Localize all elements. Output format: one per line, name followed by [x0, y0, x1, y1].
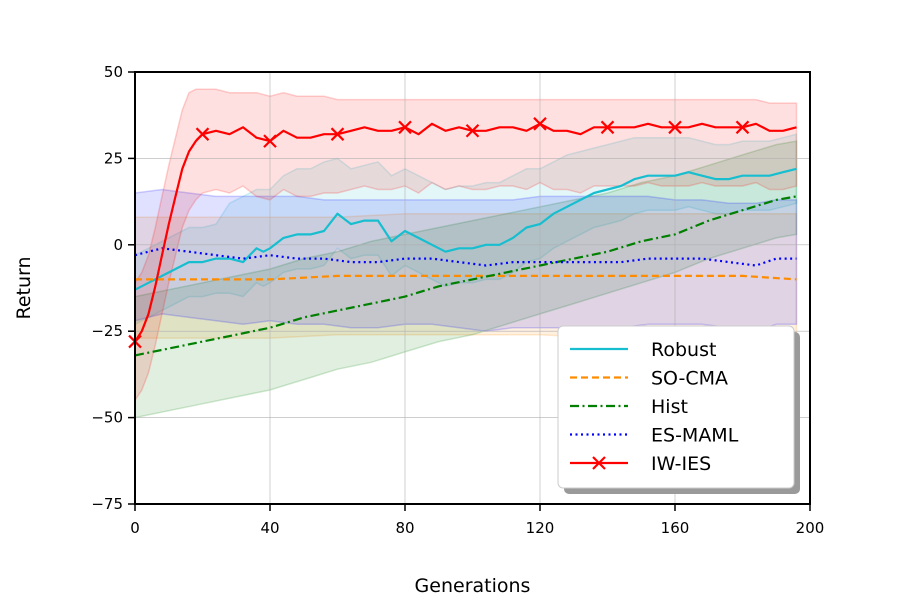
legend-box [557, 325, 795, 489]
legend-label-iw-ies: IW-IES [651, 453, 711, 475]
y-axis-label: Return [13, 256, 35, 319]
series-line-so-cma [135, 274, 797, 281]
marker-iw-ies [533, 117, 547, 131]
axis-ticks: 0 40 80 120 160 200 −75 −50 −25 0 25 50 [91, 63, 824, 537]
x-tick-label: 40 [260, 519, 279, 537]
legend-marker-iw-ies [592, 456, 606, 470]
y-tick-label: 50 [104, 63, 123, 81]
x-tick-label: 120 [526, 519, 555, 537]
x-tick-label: 200 [796, 519, 825, 537]
marker-iw-ies [735, 120, 750, 135]
marker-iw-ies [330, 127, 345, 141]
plot-frame [134, 71, 811, 505]
series-lines [128, 117, 797, 357]
band-hist [134, 140, 798, 419]
marker-iw-ies [465, 123, 480, 138]
y-tick-label: −25 [91, 322, 123, 340]
marker-iw-ies [398, 120, 412, 135]
legend-label-es-maml: ES-MAML [651, 425, 739, 447]
legend-label-hist: Hist [651, 396, 688, 418]
y-tick-label: 25 [104, 149, 123, 167]
band-iw-ies [134, 88, 798, 403]
band-es-maml [134, 188, 798, 332]
marker-iw-ies [600, 120, 615, 135]
x-tick-label: 0 [130, 519, 140, 537]
marker-iw-ies [668, 120, 682, 135]
y-tick-label: 0 [113, 236, 123, 254]
series-line-robust [134, 167, 797, 291]
series-line-hist [134, 195, 797, 357]
marker-iw-ies [263, 134, 277, 148]
x-tick-label: 80 [395, 519, 414, 537]
legend: Robust SO-CMA Hist ES-MAML IW-IES [557, 325, 800, 494]
marker-iw-ies [195, 127, 210, 141]
x-axis-label: Generations [415, 575, 531, 597]
legend-label-so-cma: SO-CMA [651, 368, 728, 390]
x-tick-label: 160 [661, 519, 690, 537]
y-tick-label: −50 [91, 409, 123, 427]
y-tick-label: −75 [91, 495, 123, 513]
legend-label-robust: Robust [651, 339, 716, 361]
